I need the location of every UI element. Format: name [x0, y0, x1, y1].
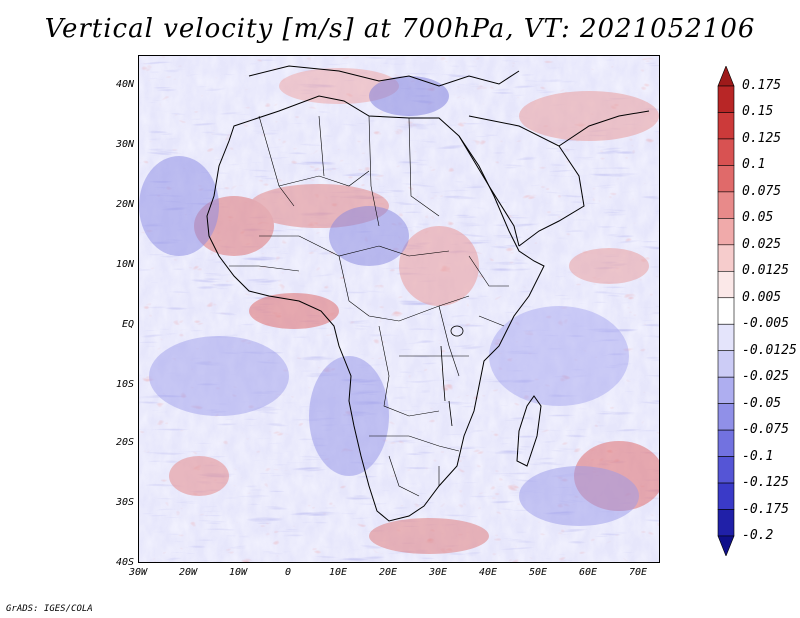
lon-label-30w: 30W — [128, 567, 148, 578]
colorbar-label: 0.1 — [742, 157, 766, 173]
country-borders — [229, 115, 509, 497]
lakes — [440, 325, 464, 427]
colorbar-segment — [717, 535, 735, 556]
colorbar-segment — [717, 482, 735, 510]
map-panel — [138, 55, 660, 563]
colorbar-segment — [717, 297, 735, 325]
colorbar-segment — [717, 323, 735, 352]
lon-label-40e: 40E — [478, 567, 498, 578]
lon-label-0: 0 — [284, 567, 292, 578]
colorbar-label: -0.0125 — [742, 342, 797, 358]
colorbar-label: 0.05 — [742, 210, 774, 226]
madagascar — [516, 395, 542, 467]
colorbar-segment — [717, 218, 735, 246]
colorbar-label: -0.025 — [742, 369, 789, 385]
descent-patches — [139, 76, 639, 526]
persian-coast — [558, 110, 650, 147]
lon-label-70e: 70E — [628, 567, 648, 578]
lat-label-20s: 20S — [115, 437, 134, 448]
lon-label-10e: 10E — [328, 567, 348, 578]
lon-label-10w: 10W — [228, 567, 248, 578]
colorbar-label: -0.005 — [742, 316, 789, 332]
colorbar-segment — [717, 85, 735, 113]
colorbar-label: 0.075 — [742, 183, 782, 199]
colorbar-segment — [717, 165, 735, 193]
lat-label-40s: 40S — [115, 557, 134, 568]
colorbar-segment — [717, 112, 735, 140]
colorbar-label: -0.1 — [742, 448, 774, 464]
arabia — [468, 115, 585, 247]
colorbar-segment — [717, 191, 735, 219]
colorbar-segment — [717, 509, 735, 537]
colorbar-segment — [717, 350, 735, 378]
colorbar-segment — [717, 66, 735, 87]
lat-label-40n: 40N — [115, 79, 134, 90]
lat-label-30n: 30N — [115, 139, 134, 150]
lat-label-10n: 10N — [115, 259, 134, 270]
velocity-field-map — [139, 56, 659, 562]
lon-label-60e: 60E — [578, 567, 598, 578]
colorbar-segment — [717, 244, 735, 272]
colorbar-label: -0.05 — [742, 395, 782, 411]
lat-label-20n: 20N — [115, 199, 134, 210]
colorbar-segment — [717, 270, 735, 299]
colorbar — [717, 66, 735, 556]
colorbar-label: 0.175 — [742, 78, 782, 93]
africa-coastline — [206, 95, 545, 522]
lon-label-20e: 20E — [378, 567, 398, 578]
grads-credit: GrADS: IGES/COLA — [6, 604, 93, 614]
colorbar-label: 0.025 — [742, 236, 782, 252]
lat-label-10s: 10S — [115, 379, 134, 390]
europe-coast — [248, 65, 520, 87]
colorbar-segment — [717, 138, 735, 166]
lon-label-50e: 50E — [528, 567, 548, 578]
lat-label-30s: 30S — [115, 497, 134, 508]
colorbar-label: 0.125 — [742, 130, 782, 146]
lon-label-30e: 30E — [428, 567, 448, 578]
colorbar-label: 0.15 — [742, 104, 774, 120]
red-sea — [458, 135, 520, 247]
colorbar-label: 0.005 — [742, 289, 782, 305]
coastlines — [206, 65, 650, 522]
colorbar-segment — [717, 403, 735, 431]
colorbar-segment — [717, 429, 735, 457]
colorbar-segment — [717, 456, 735, 484]
colorbar-label: 0.0125 — [742, 263, 789, 279]
colorbar-label: -0.175 — [742, 501, 789, 517]
colorbar-segment — [717, 376, 735, 404]
lon-label-20w: 20W — [178, 567, 198, 578]
map-title: Vertical velocity [m/s] at 700hPa, VT: 2… — [44, 14, 756, 44]
lat-label-eq: EQ — [121, 319, 134, 330]
colorbar-label: -0.2 — [742, 528, 774, 543]
colorbar-label: -0.075 — [742, 422, 789, 438]
colorbar-label: -0.125 — [742, 475, 789, 491]
